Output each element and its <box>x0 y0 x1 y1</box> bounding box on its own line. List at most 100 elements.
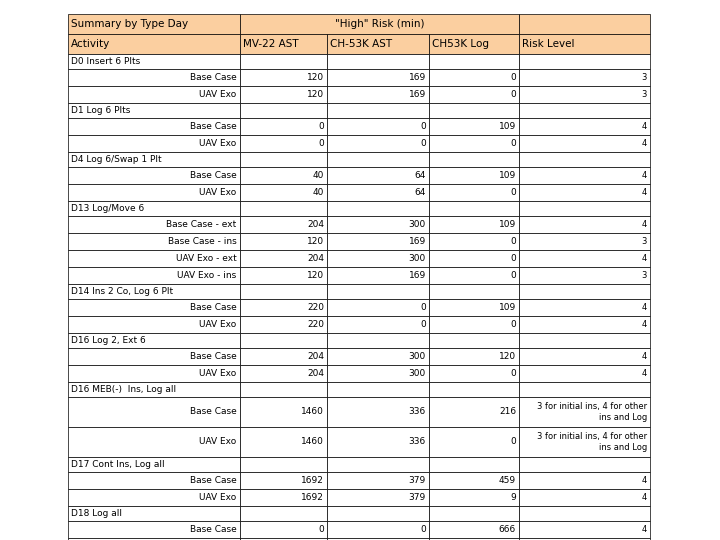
Text: 0: 0 <box>510 188 516 197</box>
Bar <box>68 103 240 118</box>
Bar <box>240 382 327 397</box>
Text: Base Case: Base Case <box>190 525 237 534</box>
Text: 204: 204 <box>307 220 324 229</box>
Bar <box>429 233 519 250</box>
Text: UAV Exo: UAV Exo <box>199 188 237 197</box>
Bar <box>240 506 327 521</box>
Bar <box>519 397 650 427</box>
Text: 169: 169 <box>408 271 426 280</box>
Text: Base Case: Base Case <box>190 352 237 361</box>
Bar <box>240 489 327 506</box>
Bar <box>240 521 327 538</box>
Bar <box>429 184 519 201</box>
Bar <box>240 472 327 489</box>
Text: 169: 169 <box>408 90 426 99</box>
Text: D13 Log/Move 6: D13 Log/Move 6 <box>71 204 144 213</box>
Bar <box>240 333 327 348</box>
Bar <box>327 284 429 299</box>
Bar <box>68 201 240 216</box>
Text: UAV Exo - ins: UAV Exo - ins <box>177 271 237 280</box>
Text: 109: 109 <box>499 171 516 180</box>
Text: 379: 379 <box>408 493 426 502</box>
Bar <box>240 233 327 250</box>
Bar <box>240 316 327 333</box>
Bar <box>240 457 327 472</box>
Text: 4: 4 <box>642 171 647 180</box>
Bar <box>240 135 327 152</box>
Text: 120: 120 <box>307 237 324 246</box>
Text: 40: 40 <box>312 188 324 197</box>
Bar <box>519 316 650 333</box>
Bar <box>519 167 650 184</box>
Bar <box>519 118 650 135</box>
Bar <box>429 267 519 284</box>
Bar <box>327 333 429 348</box>
Bar <box>327 427 429 457</box>
Bar <box>429 397 519 427</box>
Bar <box>519 284 650 299</box>
Bar <box>327 316 429 333</box>
Text: 4: 4 <box>642 493 647 502</box>
Bar <box>519 250 650 267</box>
Text: 204: 204 <box>307 369 324 378</box>
Text: MV-22 AST: MV-22 AST <box>243 39 298 49</box>
Bar <box>327 382 429 397</box>
Bar <box>327 489 429 506</box>
Bar <box>68 427 240 457</box>
Bar <box>68 167 240 184</box>
Bar <box>68 382 240 397</box>
Text: D14 Ins 2 Co, Log 6 Plt: D14 Ins 2 Co, Log 6 Plt <box>71 287 173 296</box>
Text: 4: 4 <box>642 525 647 534</box>
Text: 3: 3 <box>642 237 647 246</box>
Bar <box>519 348 650 365</box>
Bar <box>519 152 650 167</box>
Bar <box>519 233 650 250</box>
Text: 204: 204 <box>307 254 324 263</box>
Bar <box>240 86 327 103</box>
Text: 0: 0 <box>510 271 516 280</box>
Bar <box>240 299 327 316</box>
Bar <box>240 348 327 365</box>
Text: UAV Exo: UAV Exo <box>199 139 237 148</box>
Bar <box>429 489 519 506</box>
Bar <box>429 427 519 457</box>
Text: 4: 4 <box>642 320 647 329</box>
Text: 9: 9 <box>510 493 516 502</box>
Bar <box>68 457 240 472</box>
Bar <box>519 299 650 316</box>
Bar <box>68 86 240 103</box>
Bar <box>429 201 519 216</box>
Text: 4: 4 <box>642 188 647 197</box>
Bar <box>240 365 327 382</box>
Bar <box>519 506 650 521</box>
Bar <box>240 250 327 267</box>
Bar <box>327 521 429 538</box>
Bar <box>240 69 327 86</box>
Bar <box>327 233 429 250</box>
Bar <box>519 216 650 233</box>
Text: 336: 336 <box>408 437 426 447</box>
Bar <box>68 489 240 506</box>
Bar <box>68 284 240 299</box>
Bar <box>68 397 240 427</box>
Bar <box>429 365 519 382</box>
Bar <box>327 69 429 86</box>
Text: Base Case: Base Case <box>190 303 237 312</box>
Bar <box>429 118 519 135</box>
Bar <box>68 250 240 267</box>
Text: 1460: 1460 <box>301 408 324 416</box>
Text: 109: 109 <box>499 303 516 312</box>
Bar <box>519 184 650 201</box>
Bar <box>68 472 240 489</box>
Bar <box>68 299 240 316</box>
Text: UAV Exo - ext: UAV Exo - ext <box>176 254 237 263</box>
Text: D16 Log 2, Ext 6: D16 Log 2, Ext 6 <box>71 336 145 345</box>
Bar <box>327 506 429 521</box>
Text: Risk Level: Risk Level <box>522 39 575 49</box>
Text: 4: 4 <box>642 476 647 485</box>
Text: 169: 169 <box>408 237 426 246</box>
Bar <box>429 135 519 152</box>
Bar <box>68 34 240 54</box>
Bar <box>68 267 240 284</box>
Text: Base Case: Base Case <box>190 122 237 131</box>
